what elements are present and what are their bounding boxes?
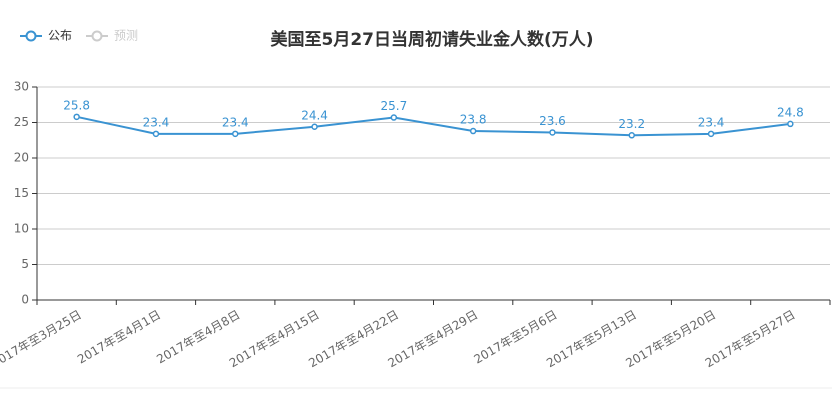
data-label: 23.8 bbox=[460, 113, 487, 127]
point bbox=[787, 120, 794, 128]
y-tick-label: 25 bbox=[14, 115, 29, 129]
point bbox=[232, 130, 239, 138]
point bbox=[390, 114, 398, 121]
data-label: 24.4 bbox=[301, 108, 328, 122]
data-label: 25.7 bbox=[380, 99, 407, 113]
data-label: 23.2 bbox=[618, 117, 645, 131]
legend-label: 公布 bbox=[48, 29, 72, 43]
x-tick-label: 2017年至3月25日 bbox=[0, 308, 84, 371]
y-tick-label: 20 bbox=[14, 151, 29, 165]
data-label: 24.8 bbox=[777, 105, 804, 119]
x-tick-label: 2017年至4月1日 bbox=[75, 308, 163, 367]
y-tick-label: 30 bbox=[14, 80, 29, 94]
y-tick-label: 10 bbox=[14, 222, 29, 236]
point bbox=[152, 130, 160, 138]
y-tick-label: 15 bbox=[14, 186, 29, 200]
point bbox=[628, 132, 635, 139]
data-label: 23.4 bbox=[222, 115, 249, 129]
point bbox=[549, 129, 556, 136]
point bbox=[73, 113, 80, 121]
chart-title: 美国至5月27日当周初请失业金人数(万人) bbox=[270, 29, 593, 50]
data-label: 25.8 bbox=[63, 98, 90, 112]
data-label: 23.4 bbox=[698, 115, 725, 129]
legend-marker bbox=[25, 30, 37, 42]
data-label: 23.6 bbox=[539, 114, 566, 128]
point bbox=[311, 123, 318, 131]
legend-marker bbox=[91, 30, 103, 42]
point bbox=[707, 130, 715, 138]
line bbox=[76, 115, 791, 137]
x-tick-label: 2017年至4月29日 bbox=[386, 308, 481, 371]
y-tick-label: 5 bbox=[21, 257, 29, 271]
legend-label: 预测 bbox=[114, 29, 138, 43]
data-label: 23.4 bbox=[143, 115, 170, 129]
point bbox=[469, 127, 477, 135]
y-tick-label: 0 bbox=[21, 293, 29, 307]
x-tick-label: 2017年至5月27日 bbox=[703, 308, 798, 371]
